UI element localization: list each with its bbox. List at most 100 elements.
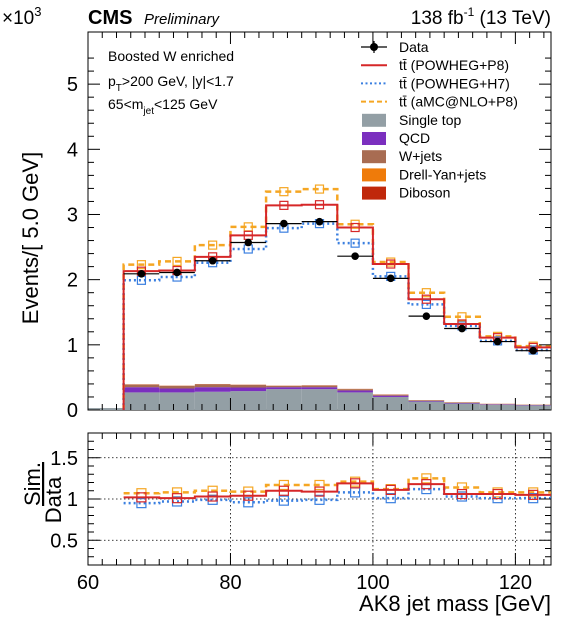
legend-swatch (362, 150, 386, 164)
ratio-series (123, 473, 551, 509)
ratio-powheg-p8-marker (350, 478, 361, 489)
stacked-backgrounds (88, 383, 551, 410)
ratio-powheg-p8-marker (278, 485, 289, 496)
single-top-bar (159, 392, 195, 410)
qcd-bar (194, 387, 231, 392)
qcd-bar (479, 404, 516, 405)
ratio-powheg-p8-marker (385, 484, 396, 496)
amcnlo-p8-marker (172, 256, 182, 267)
ratio-amcnlo-p8-marker (314, 479, 325, 491)
ratio-grid (88, 433, 551, 565)
data-point (315, 217, 324, 226)
wjets-bar (444, 402, 480, 403)
experiment-label: CMS (88, 7, 132, 29)
y-tick-label: 2 (67, 270, 78, 292)
legend-swatch (362, 186, 386, 200)
x-tick-label: 60 (77, 572, 99, 594)
legend-label: W+jets (399, 148, 442, 164)
qcd-bar (408, 400, 445, 402)
y-tick-label: 1 (67, 335, 78, 357)
exponent-label: ×103 (2, 4, 41, 29)
qcd-bar (301, 387, 338, 390)
qcd-bar (123, 387, 160, 393)
powheg-h7-marker (350, 238, 360, 248)
single-top-bar (123, 392, 160, 410)
single-top-bar (372, 396, 409, 410)
legend: Data tt̄ (POWHEG+P8) tt̄ (POWHEG+H7) tt̄ (a… (361, 39, 518, 201)
powheg-h7-step-line (122, 222, 551, 410)
amcnlo-p8-marker (279, 187, 289, 197)
single-top-bar (479, 404, 516, 410)
y-tick-label: 4 (67, 139, 78, 161)
x-tick-label: 80 (219, 572, 241, 594)
powheg-p8-marker (386, 259, 396, 269)
ratio-y-axis-denominator: Data (41, 476, 66, 523)
x-axis-title: AK8 jet mass [GeV] (359, 591, 551, 616)
data-point (208, 256, 217, 265)
single-top-bar (230, 391, 267, 410)
annotation-selection: Boosted W enriched (108, 48, 234, 64)
ratio-powheg-h7-marker (314, 494, 325, 505)
legend-label: Diboson (399, 185, 450, 201)
qcd-bar (266, 387, 302, 390)
legend-data-marker (370, 43, 378, 51)
y-tick-label: 5 (67, 74, 78, 96)
wjets-bar (372, 394, 409, 396)
luminosity-label: 138 fb-1 (13 TeV) (411, 5, 551, 29)
data-points (123, 217, 551, 355)
qcd-bar (444, 402, 480, 404)
axes: 0 1 2 3 4 5 0.5 1 1.5 60 80 100 120 (50, 32, 551, 594)
x-tick-label: 120 (499, 572, 532, 594)
wjets-bar (301, 385, 338, 388)
single-top-bar (194, 391, 231, 410)
legend-label: tt̄ (POWHEG+P8) (399, 57, 509, 73)
ratio-y-tick-label: 1.5 (50, 448, 78, 470)
qcd-bar (372, 395, 409, 397)
ratio-powheg-h7-marker (243, 497, 254, 508)
powheg-p8-marker (279, 200, 289, 210)
data-point (351, 252, 359, 260)
data-point (493, 337, 502, 346)
legend-label: Data (399, 39, 429, 55)
legend-label: Single top (399, 112, 461, 128)
single-top-bar (301, 389, 338, 410)
ratio-powheg-h7-marker (136, 498, 147, 509)
wjets-bar (159, 385, 195, 389)
amcnlo-p8-marker (421, 288, 431, 298)
ratio-powheg-p8-line (123, 482, 551, 500)
single-top-bar (444, 403, 480, 410)
ratio-powheg-h7-line (123, 487, 551, 505)
y-axis-title: Events/[ 5.0 GeV] (18, 152, 43, 324)
legend-label: Drell-Yan+jets (399, 166, 486, 182)
ratio-amcnlo-p8-marker (278, 479, 289, 491)
data-point (280, 219, 288, 228)
wjets-bar (230, 384, 267, 388)
ratio-powheg-p8-marker (492, 488, 503, 500)
ratio-powheg-p8-marker (171, 493, 183, 504)
ratio-powheg-p8-marker (528, 489, 539, 500)
amcnlo-p8-marker (136, 260, 147, 270)
data-point (137, 269, 146, 278)
ratio-powheg-h7-marker (385, 493, 396, 504)
data-point (458, 324, 466, 333)
legend-swatch (362, 113, 386, 127)
wjets-bar (337, 389, 373, 391)
qcd-bar (337, 390, 373, 393)
powheg-p8-marker (421, 294, 431, 304)
data-point (386, 274, 395, 283)
ratio-powheg-p8-marker (314, 486, 325, 497)
data-point (173, 268, 181, 277)
legend-swatch (362, 132, 386, 145)
powheg-p8-marker (314, 200, 325, 210)
ratio-y-tick-label: 1 (67, 489, 78, 511)
wjets-bar (408, 400, 445, 401)
annotation-kinematics: pT>200 GeV, |y|<1.7 (108, 73, 234, 94)
powheg-h7-marker (421, 299, 431, 310)
ratio-y-axis-numerator: Sim. (20, 462, 45, 506)
annotation-mass-window: 65<mjet<125 GeV (108, 96, 218, 117)
amcnlo-p8-step-line (122, 187, 551, 410)
single-top-bar (337, 392, 373, 410)
legend-swatch (362, 168, 386, 182)
qcd-bar (159, 388, 195, 393)
